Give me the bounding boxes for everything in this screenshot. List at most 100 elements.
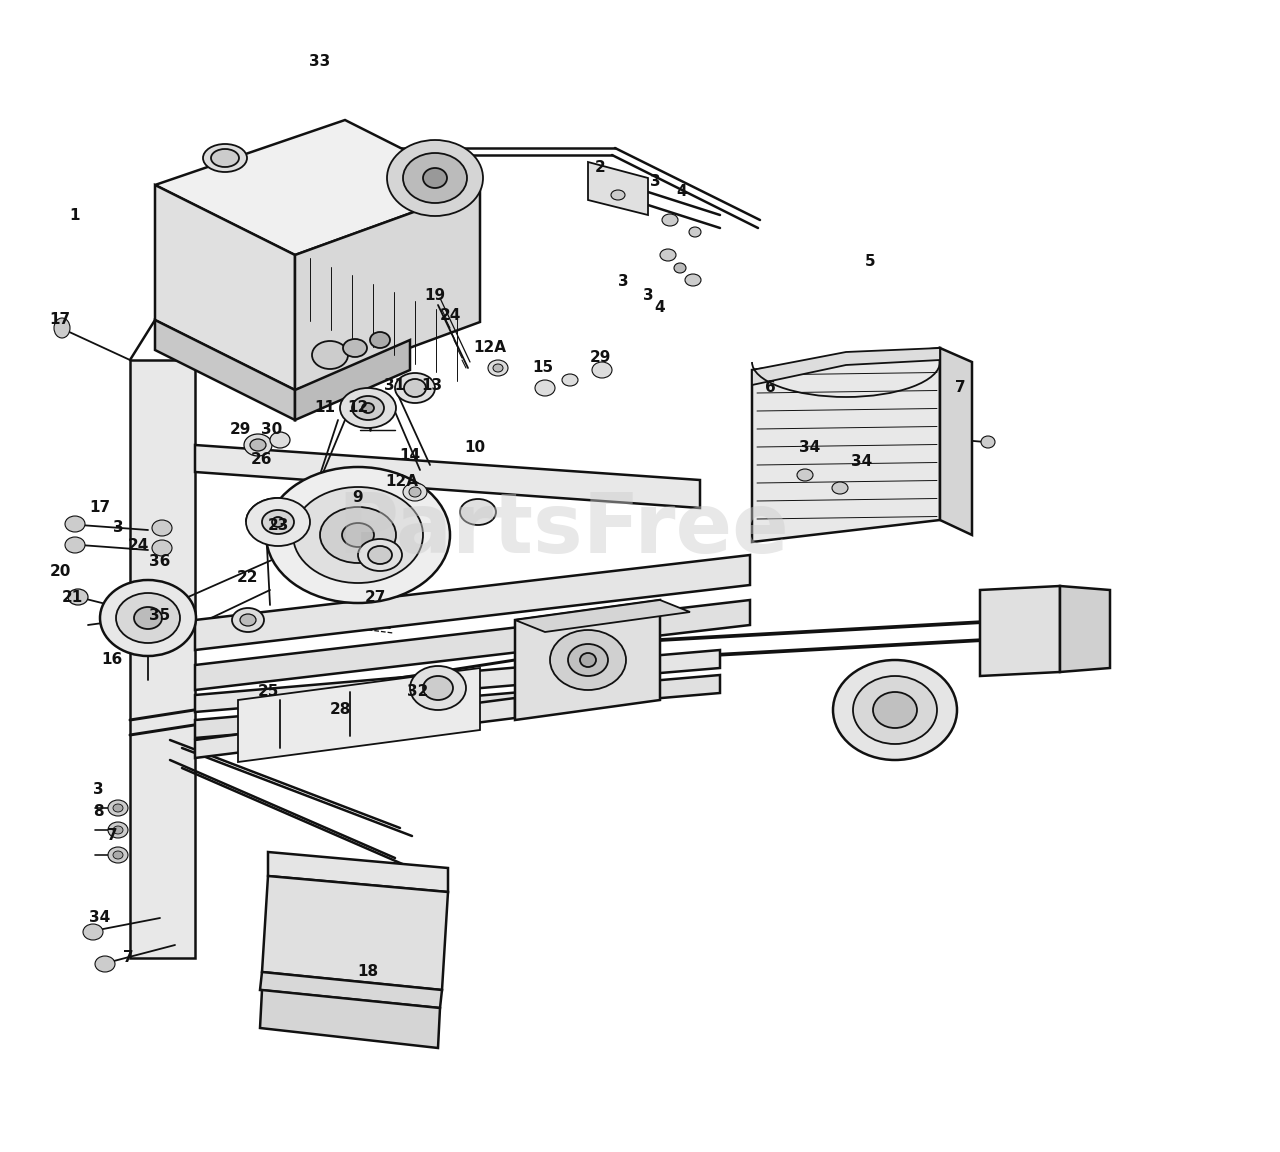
Ellipse shape: [65, 537, 84, 553]
Ellipse shape: [852, 676, 937, 744]
Polygon shape: [268, 852, 448, 892]
Ellipse shape: [404, 379, 426, 397]
Ellipse shape: [689, 227, 701, 237]
Ellipse shape: [580, 653, 596, 667]
Text: 9: 9: [353, 491, 364, 506]
Ellipse shape: [660, 249, 676, 262]
Ellipse shape: [266, 467, 451, 602]
Text: 12: 12: [347, 401, 369, 416]
Ellipse shape: [460, 499, 497, 525]
Ellipse shape: [422, 168, 447, 188]
Text: 19: 19: [425, 288, 445, 303]
Text: 28: 28: [329, 703, 351, 718]
Polygon shape: [262, 876, 448, 990]
Ellipse shape: [832, 482, 849, 494]
Text: 4: 4: [677, 184, 687, 199]
Text: 23: 23: [268, 517, 289, 532]
Ellipse shape: [662, 214, 678, 226]
Ellipse shape: [550, 630, 626, 690]
Ellipse shape: [873, 692, 916, 728]
Text: 14: 14: [399, 447, 421, 462]
Ellipse shape: [403, 483, 428, 501]
Ellipse shape: [370, 332, 390, 348]
Text: 33: 33: [310, 54, 330, 69]
Text: 3: 3: [113, 521, 123, 536]
Polygon shape: [294, 188, 480, 391]
Text: 26: 26: [251, 453, 273, 468]
Text: 17: 17: [90, 500, 110, 515]
Text: 12A: 12A: [385, 475, 419, 490]
Polygon shape: [1060, 586, 1110, 672]
Polygon shape: [980, 586, 1060, 676]
Ellipse shape: [352, 396, 384, 420]
Ellipse shape: [95, 956, 115, 972]
Ellipse shape: [410, 666, 466, 710]
Ellipse shape: [108, 823, 128, 838]
Ellipse shape: [358, 539, 402, 571]
Ellipse shape: [343, 339, 367, 357]
Text: 8: 8: [92, 804, 104, 819]
Ellipse shape: [273, 517, 284, 526]
Ellipse shape: [134, 607, 163, 629]
Ellipse shape: [611, 190, 625, 200]
Ellipse shape: [396, 373, 435, 403]
Ellipse shape: [113, 804, 123, 812]
Text: 13: 13: [421, 378, 443, 393]
Text: 5: 5: [865, 255, 876, 270]
Polygon shape: [515, 600, 690, 632]
Polygon shape: [155, 120, 480, 255]
Text: 30: 30: [261, 423, 283, 438]
Text: 10: 10: [465, 440, 485, 455]
Polygon shape: [238, 668, 480, 761]
Ellipse shape: [68, 589, 88, 605]
Ellipse shape: [116, 593, 180, 643]
Ellipse shape: [591, 362, 612, 378]
Text: 21: 21: [61, 591, 83, 606]
Ellipse shape: [262, 510, 294, 535]
Text: 16: 16: [101, 652, 123, 667]
Text: 12A: 12A: [474, 341, 507, 356]
Ellipse shape: [320, 507, 396, 563]
Polygon shape: [753, 348, 940, 385]
Text: 11: 11: [315, 401, 335, 416]
Ellipse shape: [422, 676, 453, 700]
Ellipse shape: [342, 523, 374, 547]
Text: PartsFree: PartsFree: [338, 490, 788, 570]
Ellipse shape: [387, 141, 483, 217]
Text: 2: 2: [595, 160, 605, 175]
Ellipse shape: [204, 144, 247, 172]
Text: 7: 7: [123, 950, 133, 965]
Polygon shape: [515, 600, 660, 720]
Text: 24: 24: [127, 538, 148, 553]
Polygon shape: [195, 555, 750, 650]
Polygon shape: [260, 972, 442, 1008]
Text: 24: 24: [439, 308, 461, 323]
Ellipse shape: [246, 498, 310, 546]
Text: 32: 32: [407, 684, 429, 699]
Text: 3: 3: [618, 274, 628, 289]
Polygon shape: [195, 650, 719, 712]
Text: 34: 34: [90, 910, 110, 925]
Text: 1: 1: [69, 207, 81, 222]
Ellipse shape: [568, 644, 608, 676]
Text: 25: 25: [257, 684, 279, 699]
Ellipse shape: [312, 341, 348, 369]
Ellipse shape: [410, 487, 421, 497]
Ellipse shape: [562, 374, 579, 386]
Polygon shape: [940, 348, 972, 535]
Polygon shape: [155, 185, 294, 391]
Polygon shape: [753, 348, 940, 541]
Ellipse shape: [250, 439, 266, 450]
Polygon shape: [195, 600, 750, 690]
Ellipse shape: [244, 434, 273, 456]
Text: 3: 3: [643, 288, 653, 303]
Ellipse shape: [241, 614, 256, 626]
Ellipse shape: [270, 432, 291, 448]
Polygon shape: [155, 320, 294, 420]
Ellipse shape: [675, 263, 686, 273]
Text: 34: 34: [800, 440, 820, 455]
Ellipse shape: [108, 847, 128, 863]
Polygon shape: [294, 340, 410, 420]
Text: 6: 6: [764, 380, 776, 395]
Text: 36: 36: [150, 554, 170, 569]
